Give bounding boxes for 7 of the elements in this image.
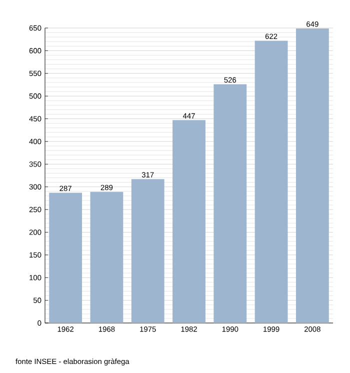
bar [90, 192, 124, 323]
bar [131, 179, 164, 323]
bar [296, 28, 329, 323]
bar [214, 84, 247, 323]
bar [254, 40, 288, 323]
bar [49, 192, 82, 323]
bar [172, 120, 206, 323]
